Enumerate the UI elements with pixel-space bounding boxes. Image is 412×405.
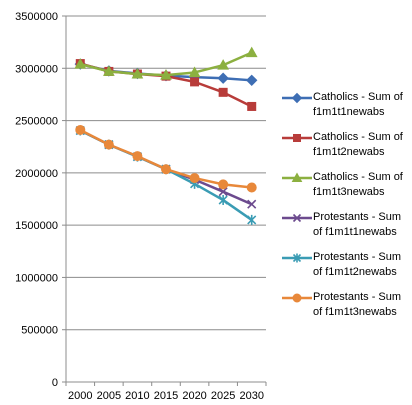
y-tick-labels: 0 500000 1000000 1500000 2000000 2500000 30000…	[15, 11, 58, 389]
y-tick-label: 1000000	[15, 272, 58, 284]
data-point	[190, 77, 200, 87]
data-point	[291, 92, 303, 104]
data-point	[132, 151, 143, 162]
legend-label: Protestants - Sum of f1m1t1newabs	[313, 211, 402, 238]
data-point	[246, 74, 258, 87]
legend-label: Protestants - Sum of f1m1t2newabs	[313, 251, 402, 278]
x-tick-label: 2030	[239, 390, 263, 402]
data-point	[218, 179, 229, 190]
data-point	[103, 65, 115, 76]
data-point	[292, 293, 302, 303]
y-tick-label: 2500000	[15, 116, 58, 128]
legend-label: Catholics - Sum of f1m1t2newabs	[313, 131, 403, 158]
legend-item: Protestants - Sum of f1m1t2newabs	[281, 250, 412, 279]
data-point	[247, 199, 257, 209]
x-tick-label: 2025	[211, 390, 235, 402]
data-point	[291, 172, 303, 182]
data-point	[131, 68, 144, 79]
series-line	[79, 128, 252, 189]
data-point	[218, 187, 228, 197]
series-lines	[74, 46, 258, 225]
y-tick-label: 2000000	[15, 168, 58, 180]
x-tick-label: 2020	[182, 390, 206, 402]
axes	[62, 15, 267, 386]
legend-swatch	[282, 253, 312, 263]
legend-item: Catholics - Sum of f1m1t2newabs	[281, 130, 412, 159]
data-point	[217, 59, 229, 70]
data-point	[160, 69, 172, 80]
data-point	[188, 66, 201, 77]
x-tick-labels: 2000 2005 2010 2015 2020 2025 2030	[68, 390, 264, 402]
data-point	[247, 214, 257, 225]
y-tick-label: 500000	[21, 325, 58, 337]
data-point	[247, 101, 257, 111]
series-3	[74, 46, 258, 80]
data-point	[218, 195, 228, 206]
data-point	[161, 164, 171, 175]
data-point	[103, 139, 114, 150]
data-point	[293, 134, 301, 142]
legend-item: Protestants - Sum of f1m1t3newabs	[281, 290, 412, 319]
data-point	[292, 253, 302, 263]
y-tick-label: 1500000	[15, 220, 58, 232]
x-tick-label: 2000	[68, 390, 92, 402]
data-point	[246, 182, 257, 193]
data-point	[189, 173, 200, 184]
data-point	[292, 213, 302, 223]
legend-item: Catholics - Sum of f1m1t3newabs	[281, 170, 412, 199]
legend-swatch	[282, 293, 312, 303]
legend-swatch	[282, 213, 312, 223]
series-2	[75, 59, 257, 111]
legend: Catholics - Sum of f1m1t1newabs Catholics…	[281, 90, 412, 330]
legend-item: Protestants - Sum of f1m1t1newabs	[281, 210, 412, 239]
data-point	[218, 87, 228, 97]
data-point	[245, 46, 258, 58]
legend-label: Catholics - Sum of f1m1t3newabs	[313, 171, 403, 198]
y-tick-label: 3000000	[15, 63, 58, 75]
data-point	[75, 124, 86, 135]
legend-swatch	[282, 92, 312, 104]
series-6	[75, 124, 257, 193]
legend-swatch	[282, 172, 312, 182]
y-tick-label: 0	[52, 377, 58, 389]
y-tick-label: 3500000	[15, 11, 58, 23]
x-tick-label: 2015	[154, 390, 178, 402]
data-point	[217, 72, 229, 84]
legend-label: Catholics - Sum of f1m1t1newabs	[313, 91, 403, 118]
x-tick-label: 2005	[97, 390, 121, 402]
legend-label: Protestants - Sum of f1m1t3newabs	[313, 291, 402, 318]
x-tick-label: 2010	[125, 390, 149, 402]
legend-swatch	[282, 134, 312, 142]
legend-item: Catholics - Sum of f1m1t1newabs	[281, 90, 412, 119]
data-point	[74, 58, 87, 69]
